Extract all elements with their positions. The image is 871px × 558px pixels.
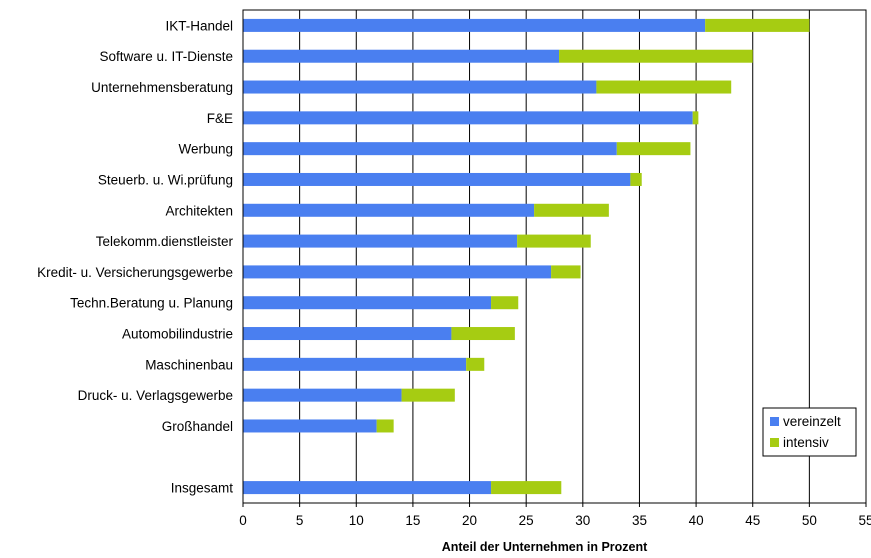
bar-intensiv — [630, 172, 642, 186]
x-tick-label: 0 — [239, 513, 247, 528]
bar-vereinzelt — [243, 18, 706, 32]
bar-vereinzelt — [243, 172, 631, 186]
bar-intensiv — [466, 357, 485, 371]
bar-intensiv — [551, 265, 581, 279]
bar-vereinzelt — [243, 481, 492, 495]
x-axis-title: Anteil der Unternehmen in Prozent — [442, 540, 648, 554]
bar-intensiv — [616, 142, 691, 156]
x-axis-ticks: 0 5 10 15 20 25 30 35 40 45 50 55 — [239, 503, 871, 528]
bar-vereinzelt — [243, 265, 552, 279]
bar-vereinzelt — [243, 49, 560, 63]
x-tick-label: 20 — [462, 513, 477, 528]
legend-label: vereinzelt — [783, 414, 841, 429]
legend: vereinzelt intensiv — [762, 407, 857, 457]
category-label: F&E — [207, 111, 233, 126]
bar-vereinzelt — [243, 80, 597, 94]
x-tick-label: 30 — [575, 513, 590, 528]
x-tick-label: 35 — [632, 513, 647, 528]
x-tick-label: 15 — [405, 513, 420, 528]
x-tick-label: 45 — [745, 513, 760, 528]
x-tick-label: 40 — [689, 513, 704, 528]
bar-intensiv — [534, 203, 609, 217]
bar-intensiv — [376, 419, 394, 433]
category-labels: IKT-Handel Software u. IT-Dienste Unterneh… — [37, 18, 233, 495]
category-label: Techn.Beratung u. Planung — [70, 296, 233, 311]
bar-vereinzelt — [243, 234, 518, 248]
x-tick-label: 10 — [349, 513, 364, 528]
bar-vereinzelt — [243, 203, 535, 217]
legend-swatch-intensiv — [770, 438, 779, 447]
category-label: Unternehmensberatung — [91, 80, 233, 95]
bar-vereinzelt — [243, 388, 402, 402]
bar-vereinzelt — [243, 327, 452, 341]
x-tick-label: 25 — [519, 513, 534, 528]
category-label: Insgesamt — [171, 481, 234, 496]
legend-swatch-vereinzelt — [770, 417, 779, 426]
category-label: Kredit- u. Versicherungsgewerbe — [37, 265, 233, 280]
bar-intensiv — [559, 49, 753, 63]
category-label: IKT-Handel — [165, 18, 233, 33]
x-tick-label: 5 — [296, 513, 304, 528]
category-label: Architekten — [165, 203, 233, 218]
category-label: Werbung — [178, 142, 233, 157]
x-tick-label: 50 — [802, 513, 817, 528]
bar-vereinzelt — [243, 296, 492, 310]
bar-intensiv — [491, 481, 562, 495]
category-label: Automobilindustrie — [122, 327, 233, 342]
bar-intensiv — [596, 80, 732, 94]
category-label: Telekomm.dienstleister — [96, 234, 234, 249]
bar-vereinzelt — [243, 357, 467, 371]
bars — [243, 18, 810, 495]
bar-intensiv — [401, 388, 455, 402]
x-tick-label: 55 — [858, 513, 871, 528]
bar-vereinzelt — [243, 419, 377, 433]
legend-label: intensiv — [783, 435, 829, 450]
category-label: Steuerb. u. Wi.prüfung — [98, 172, 233, 187]
category-label: Großhandel — [162, 419, 233, 434]
bar-vereinzelt — [243, 111, 693, 125]
category-label: Druck- u. Verlagsgewerbe — [78, 388, 233, 403]
plot-area-frame — [242, 9, 867, 504]
legend-box — [762, 407, 857, 457]
bar-intensiv — [491, 296, 519, 310]
bar-intensiv — [705, 18, 810, 32]
bar-intensiv — [517, 234, 591, 248]
bar-vereinzelt — [243, 142, 617, 156]
category-label: Maschinenbau — [145, 357, 233, 372]
bar-intensiv — [692, 111, 699, 125]
bar-intensiv — [451, 327, 515, 341]
category-label: Software u. IT-Dienste — [99, 49, 233, 64]
